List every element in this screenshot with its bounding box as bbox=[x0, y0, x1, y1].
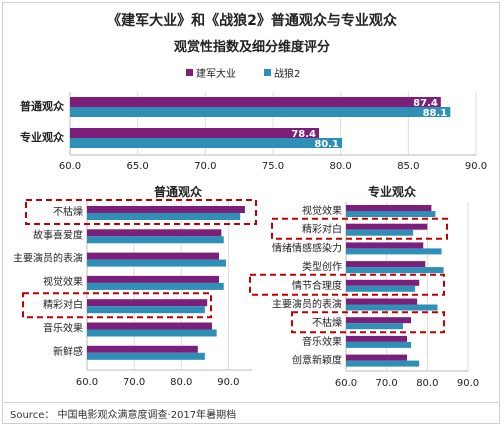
chart-title: 《建军大业》和《战狼2》普通观众与专业观众 bbox=[107, 13, 397, 29]
left-bar bbox=[87, 213, 241, 220]
right-bar bbox=[346, 261, 426, 268]
right-bar bbox=[346, 279, 420, 286]
right-highlight-box bbox=[291, 311, 445, 334]
right-bar bbox=[346, 223, 428, 230]
left-bar bbox=[87, 345, 198, 353]
left-tick-label: 60.0 bbox=[76, 377, 98, 388]
left-tick-label: 90.0 bbox=[217, 377, 239, 388]
right-bar bbox=[346, 285, 416, 292]
right-category-label: 音乐效果 bbox=[302, 335, 342, 348]
left-category-label: 主要演员的表演 bbox=[13, 252, 83, 265]
right-category-label: 不枯燥 bbox=[312, 316, 342, 329]
right-bar bbox=[346, 354, 407, 361]
top-tick-label: 80.0 bbox=[330, 161, 352, 172]
left-category-label: 精彩对白 bbox=[43, 298, 83, 311]
right-title: 专业观众 bbox=[368, 184, 417, 199]
right-highlight-box bbox=[271, 217, 448, 240]
left-category-label: 视觉效果 bbox=[43, 275, 83, 288]
right-bar bbox=[346, 323, 403, 330]
right-bar bbox=[346, 229, 414, 236]
legend-label-2: 战狼2 bbox=[274, 67, 300, 80]
source-divider bbox=[4, 402, 498, 403]
top-data-label: 88.1 bbox=[423, 108, 448, 119]
right-bar bbox=[346, 317, 412, 324]
right-tick-label: 80.0 bbox=[416, 378, 438, 389]
right-tick-label: 90.0 bbox=[457, 378, 479, 389]
legend-swatch-2 bbox=[264, 69, 271, 76]
top-tick-label: 75.0 bbox=[262, 161, 284, 172]
source-note: Source： 中国电影观众满意度调查·2017年暑期档 bbox=[10, 410, 237, 421]
left-tick-label: 80.0 bbox=[170, 377, 192, 388]
left-tick-label: 70.0 bbox=[123, 377, 145, 388]
left-category-label: 不枯燥 bbox=[53, 205, 83, 218]
right-category-label: 类型创作 bbox=[302, 260, 342, 273]
right-tick-label: 60.0 bbox=[335, 378, 357, 389]
left-category-label: 新鲜感 bbox=[53, 345, 83, 358]
top-bar bbox=[70, 97, 441, 107]
right-category-label: 主要演员的表演 bbox=[272, 298, 342, 311]
top-bar bbox=[70, 138, 343, 148]
left-highlight-box bbox=[25, 199, 257, 225]
top-tick-label: 85.0 bbox=[397, 161, 419, 172]
right-bar bbox=[346, 205, 432, 211]
top-data-label: 80.1 bbox=[314, 139, 339, 150]
top-data-label: 78.4 bbox=[291, 129, 316, 140]
right-bar bbox=[346, 304, 438, 311]
right-bar bbox=[346, 341, 412, 348]
left-bar bbox=[87, 329, 217, 337]
right-category-label: 情节合理度 bbox=[292, 279, 342, 292]
left-bar bbox=[87, 229, 222, 237]
top-tick-label: 90.0 bbox=[465, 161, 487, 172]
top-data-label: 87.4 bbox=[413, 98, 438, 109]
right-bar bbox=[346, 242, 424, 249]
right-bar bbox=[346, 360, 420, 367]
legend-swatch-1 bbox=[186, 69, 193, 76]
top-category-label: 专业观众 bbox=[20, 130, 65, 144]
top-tick-label: 70.0 bbox=[194, 161, 216, 172]
left-bar bbox=[87, 206, 245, 213]
right-bar bbox=[346, 298, 418, 305]
right-category-label: 视觉效果 bbox=[302, 204, 342, 217]
right-highlight-box bbox=[249, 273, 445, 296]
left-title: 普通观众 bbox=[154, 184, 203, 199]
chart-subtitle: 观赏性指数及细分维度评分 bbox=[173, 40, 330, 55]
right-category-label: 创意新颖度 bbox=[292, 354, 342, 367]
top-bar bbox=[70, 128, 320, 138]
top-tick-label: 65.0 bbox=[127, 161, 149, 172]
left-bar bbox=[87, 306, 205, 314]
left-bar bbox=[87, 252, 219, 260]
right-tick-label: 70.0 bbox=[376, 378, 398, 389]
left-category-label: 音乐效果 bbox=[43, 322, 83, 335]
left-bar bbox=[87, 322, 212, 330]
left-bar bbox=[87, 275, 219, 283]
left-bar bbox=[87, 259, 227, 267]
left-bar bbox=[87, 352, 205, 360]
top-tick-label: 60.0 bbox=[59, 161, 81, 172]
left-bar bbox=[87, 236, 224, 244]
right-bar bbox=[346, 211, 436, 217]
chart-frame bbox=[2, 2, 500, 424]
right-bar bbox=[346, 335, 407, 342]
left-bar bbox=[87, 299, 208, 307]
left-highlight-box bbox=[22, 292, 212, 319]
right-bar bbox=[346, 248, 442, 255]
left-category-label: 故事喜爱度 bbox=[33, 228, 83, 241]
top-category-label: 普通观众 bbox=[20, 99, 65, 113]
right-bar bbox=[346, 267, 444, 274]
right-category-label: 情绪情感感染力 bbox=[272, 241, 342, 254]
right-category-label: 精彩对白 bbox=[302, 223, 342, 236]
left-bar bbox=[87, 282, 224, 290]
legend-label-1: 建军大业 bbox=[196, 67, 236, 80]
top-bar bbox=[70, 107, 451, 117]
